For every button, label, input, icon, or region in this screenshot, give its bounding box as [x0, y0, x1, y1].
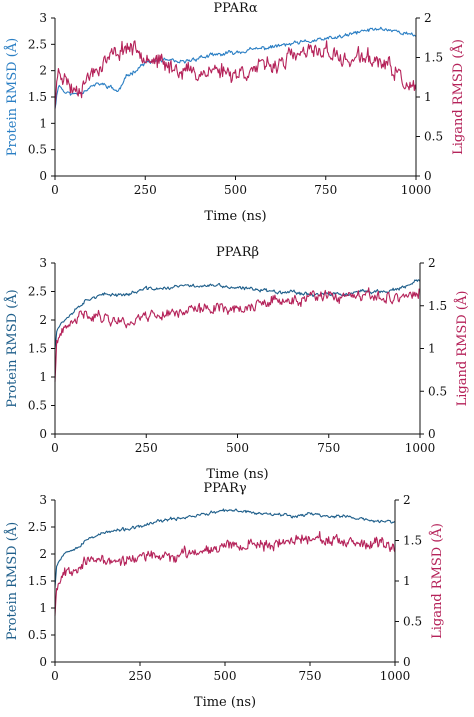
chart-panel-3: 0 0.5 1 1.5 2 2.5 3 0 0.5 1 1.5 2 0 250 500 750 1000 PPAR… — [4, 481, 445, 710]
y-tick-label: 2.5 — [28, 285, 47, 299]
y-tick-label: 1 — [39, 370, 47, 384]
y-axis-label: Protein RMSD (Å) — [4, 289, 20, 407]
y-tick-label: 3 — [39, 493, 47, 507]
y2-tick-label: 0 — [403, 655, 411, 669]
x-tick-label: 750 — [314, 183, 337, 197]
x-tick-label: 750 — [317, 441, 340, 455]
y-tick-label: 1 — [39, 601, 47, 615]
x-tick-label: 0 — [51, 669, 59, 683]
y-tick-label: 0 — [39, 169, 47, 183]
y-tick-label: 2 — [39, 313, 47, 327]
y-tick-label: 0 — [39, 427, 47, 441]
protein-rmsd-line-3 — [54, 508, 396, 588]
y2-tick-label: 0.5 — [403, 615, 422, 629]
y-tick-label: 1 — [39, 116, 47, 130]
chart-panel-2: 0 0.5 1 1.5 2 2.5 3 0 0.5 1 1.5 2 0 250 500 750 1000 PPAR… — [4, 245, 470, 482]
y2-tick-label: 1.5 — [428, 299, 447, 313]
y-tick-label: 0 — [39, 655, 47, 669]
x-tick-label: 250 — [135, 441, 158, 455]
y2-tick-label: 1 — [428, 342, 436, 356]
y2-tick-label: 1.5 — [424, 51, 443, 65]
y2-axis-label: Ligand RMSD (Å) — [450, 39, 466, 155]
y2-tick-label: 0 — [428, 427, 436, 441]
y2-tick-label: 0.5 — [424, 130, 443, 144]
y-tick-label: 2 — [39, 547, 47, 561]
x-tick-label: 1000 — [405, 441, 436, 455]
x-tick-label: 750 — [299, 669, 322, 683]
y-tick-label: 0.5 — [28, 628, 47, 642]
x-tick-label: 250 — [134, 183, 157, 197]
x-axis-label: Time (ns) — [206, 467, 268, 482]
ligand-rmsd-line-2 — [54, 287, 421, 383]
x-tick-label: 1000 — [401, 183, 432, 197]
y2-tick-label: 2 — [424, 11, 432, 25]
y-axis-label: Protein RMSD (Å) — [4, 522, 20, 640]
y2-tick-label: 2 — [428, 256, 436, 270]
y-tick-label: 2.5 — [28, 520, 47, 534]
chart-title: PPARα — [213, 1, 257, 16]
y-tick-label: 3 — [39, 256, 47, 270]
x-tick-label: 0 — [51, 441, 59, 455]
chart-title: PPARβ — [216, 245, 259, 260]
y2-tick-label: 1.5 — [403, 534, 422, 548]
y-tick-label: 1.5 — [28, 574, 47, 588]
x-axis-label: Time (ns) — [204, 209, 266, 224]
x-tick-label: 0 — [51, 183, 59, 197]
y-tick-label: 3 — [39, 11, 47, 25]
y-axis-label: Protein RMSD (Å) — [4, 38, 20, 156]
protein-rmsd-line-1 — [54, 26, 417, 109]
y2-axis-label: Ligand RMSD (Å) — [454, 291, 470, 407]
chart-panel-1: 0 0.5 1 1.5 2 2.5 3 0 0.5 1 1.5 2 0 250 500 750 1000 PPAR… — [4, 1, 466, 224]
y2-tick-label: 2 — [403, 493, 411, 507]
y-tick-label: 2 — [39, 64, 47, 78]
y-tick-label: 0.5 — [28, 143, 47, 157]
x-axis-label: Time (ns) — [194, 695, 256, 710]
y2-tick-label: 1 — [403, 574, 411, 588]
x-tick-label: 500 — [226, 441, 249, 455]
chart-title: PPARγ — [203, 481, 246, 496]
x-tick-label: 500 — [214, 669, 237, 683]
ligand-rmsd-line-3 — [54, 531, 396, 616]
x-tick-label: 250 — [129, 669, 152, 683]
protein-rmsd-line-2 — [54, 279, 421, 349]
y-tick-label: 1.5 — [28, 90, 47, 104]
y-tick-label: 0.5 — [28, 399, 47, 413]
y-tick-label: 2.5 — [28, 37, 47, 51]
ligand-rmsd-line-1 — [54, 40, 417, 109]
y2-tick-label: 0 — [424, 169, 432, 183]
x-tick-label: 1000 — [380, 669, 411, 683]
y-tick-label: 1.5 — [28, 342, 47, 356]
x-tick-label: 500 — [224, 183, 247, 197]
y2-tick-label: 0.5 — [428, 384, 447, 398]
y2-tick-label: 1 — [424, 90, 432, 104]
y2-axis-label: Ligand RMSD (Å) — [429, 523, 445, 639]
